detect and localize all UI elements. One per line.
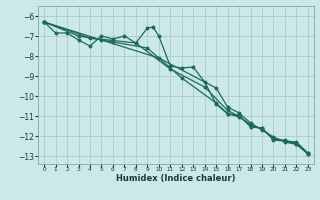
X-axis label: Humidex (Indice chaleur): Humidex (Indice chaleur) [116,174,236,183]
